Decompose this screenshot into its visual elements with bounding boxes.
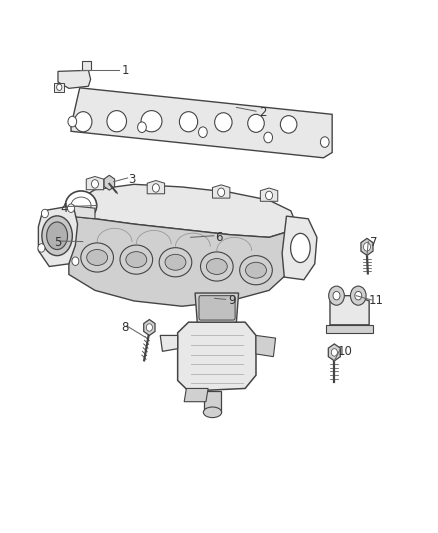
Polygon shape xyxy=(69,216,291,306)
Circle shape xyxy=(68,116,77,127)
Text: 7: 7 xyxy=(370,236,377,249)
Polygon shape xyxy=(256,335,276,357)
Circle shape xyxy=(264,132,272,143)
Circle shape xyxy=(328,286,344,305)
Circle shape xyxy=(152,184,159,192)
Ellipse shape xyxy=(74,112,92,132)
Circle shape xyxy=(218,188,225,197)
Circle shape xyxy=(198,127,207,138)
Text: 8: 8 xyxy=(122,321,129,334)
Ellipse shape xyxy=(201,252,233,281)
Ellipse shape xyxy=(290,233,310,263)
Text: 5: 5 xyxy=(54,236,62,249)
Ellipse shape xyxy=(71,197,91,214)
Ellipse shape xyxy=(107,111,127,132)
Polygon shape xyxy=(195,293,239,322)
Polygon shape xyxy=(86,176,104,190)
Polygon shape xyxy=(147,181,165,194)
Circle shape xyxy=(92,180,99,188)
Ellipse shape xyxy=(81,243,113,272)
Text: 1: 1 xyxy=(122,64,129,77)
Polygon shape xyxy=(160,335,178,351)
Ellipse shape xyxy=(65,191,97,220)
FancyBboxPatch shape xyxy=(199,296,235,320)
Polygon shape xyxy=(39,206,78,266)
Polygon shape xyxy=(184,389,208,402)
Circle shape xyxy=(350,286,366,305)
Polygon shape xyxy=(212,185,230,198)
Ellipse shape xyxy=(180,112,198,132)
Ellipse shape xyxy=(165,254,186,270)
Polygon shape xyxy=(58,70,91,88)
Circle shape xyxy=(331,349,337,356)
Ellipse shape xyxy=(280,116,297,133)
Ellipse shape xyxy=(240,256,272,285)
Text: 4: 4 xyxy=(61,201,68,215)
Circle shape xyxy=(72,257,79,265)
Polygon shape xyxy=(104,175,115,190)
Ellipse shape xyxy=(248,114,264,132)
Text: 3: 3 xyxy=(128,173,136,185)
Text: 9: 9 xyxy=(228,294,236,308)
Circle shape xyxy=(321,137,329,148)
Text: 6: 6 xyxy=(215,231,223,244)
Ellipse shape xyxy=(206,259,227,274)
Polygon shape xyxy=(144,319,155,335)
Polygon shape xyxy=(260,188,278,201)
Circle shape xyxy=(364,243,371,251)
Polygon shape xyxy=(282,216,317,280)
Polygon shape xyxy=(326,325,373,333)
Text: 10: 10 xyxy=(338,345,353,358)
Circle shape xyxy=(67,204,74,213)
Circle shape xyxy=(333,292,340,300)
Polygon shape xyxy=(82,61,91,70)
Circle shape xyxy=(265,191,272,200)
Ellipse shape xyxy=(87,249,108,265)
Ellipse shape xyxy=(246,262,266,278)
Ellipse shape xyxy=(120,245,152,274)
Polygon shape xyxy=(204,391,221,413)
Circle shape xyxy=(355,292,362,300)
Circle shape xyxy=(57,84,62,91)
Polygon shape xyxy=(178,322,256,391)
Circle shape xyxy=(38,244,45,252)
Text: 11: 11 xyxy=(368,294,383,308)
Ellipse shape xyxy=(159,248,192,277)
Ellipse shape xyxy=(141,111,162,132)
Ellipse shape xyxy=(47,222,67,249)
Circle shape xyxy=(146,324,152,331)
Circle shape xyxy=(42,209,48,217)
Polygon shape xyxy=(53,83,64,92)
Ellipse shape xyxy=(203,407,222,418)
Ellipse shape xyxy=(215,113,232,132)
Polygon shape xyxy=(69,206,95,219)
Polygon shape xyxy=(71,88,332,158)
Text: 2: 2 xyxy=(259,106,266,119)
Circle shape xyxy=(138,122,146,133)
Polygon shape xyxy=(361,238,373,255)
Ellipse shape xyxy=(42,216,72,256)
Polygon shape xyxy=(328,344,340,361)
Polygon shape xyxy=(69,184,295,237)
Ellipse shape xyxy=(126,252,147,268)
Polygon shape xyxy=(330,296,369,325)
